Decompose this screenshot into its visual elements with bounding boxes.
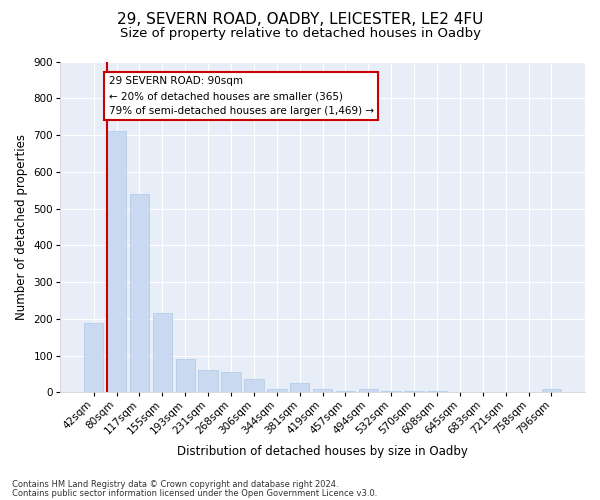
Text: Contains HM Land Registry data © Crown copyright and database right 2024.: Contains HM Land Registry data © Crown c… [12, 480, 338, 489]
Bar [336, 390, 355, 392]
Bar [244, 380, 263, 392]
Text: 29 SEVERN ROAD: 90sqm
← 20% of detached houses are smaller (365)
79% of semi-det: 29 SEVERN ROAD: 90sqm ← 20% of detached … [109, 76, 374, 116]
Bar [542, 388, 561, 392]
Bar [427, 390, 447, 392]
Text: Contains public sector information licensed under the Open Government Licence v3: Contains public sector information licen… [12, 488, 377, 498]
Bar [152, 314, 172, 392]
Bar [221, 372, 241, 392]
Bar [359, 388, 378, 392]
X-axis label: Distribution of detached houses by size in Oadby: Distribution of detached houses by size … [177, 444, 468, 458]
Bar [313, 388, 332, 392]
Bar [290, 383, 310, 392]
Bar [267, 388, 287, 392]
Bar [382, 390, 401, 392]
Bar [130, 194, 149, 392]
Text: 29, SEVERN ROAD, OADBY, LEICESTER, LE2 4FU: 29, SEVERN ROAD, OADBY, LEICESTER, LE2 4… [117, 12, 483, 28]
Bar [404, 390, 424, 392]
Y-axis label: Number of detached properties: Number of detached properties [15, 134, 28, 320]
Bar [199, 370, 218, 392]
Bar [176, 360, 195, 392]
Bar [84, 322, 103, 392]
Text: Size of property relative to detached houses in Oadby: Size of property relative to detached ho… [119, 28, 481, 40]
Bar [107, 132, 127, 392]
